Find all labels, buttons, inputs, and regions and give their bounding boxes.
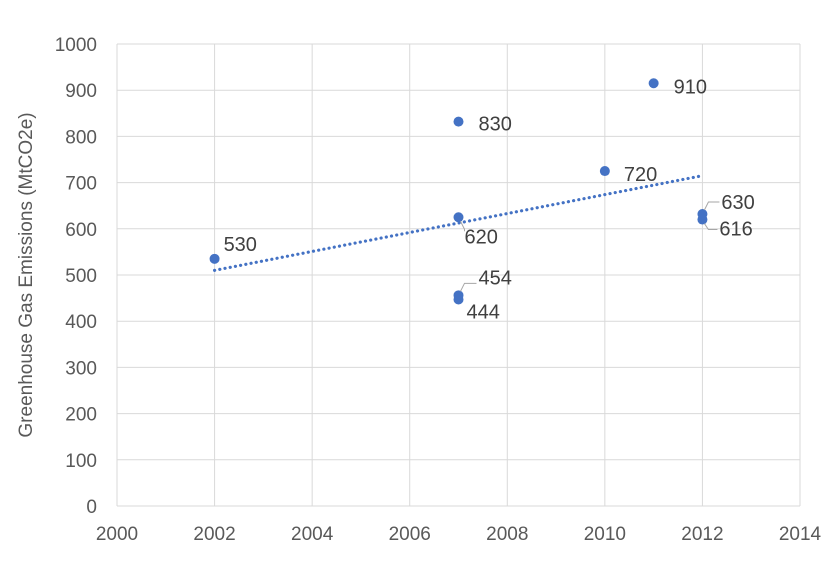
y-tick-label: 700 bbox=[65, 174, 97, 195]
y-tick-label: 300 bbox=[65, 358, 97, 379]
data-point bbox=[453, 212, 464, 223]
y-tick-label: 800 bbox=[65, 127, 97, 148]
y-tick-label: 100 bbox=[65, 451, 97, 472]
data-point bbox=[453, 116, 464, 127]
data-label: 454 bbox=[479, 267, 512, 289]
data-label: 630 bbox=[721, 192, 754, 214]
data-labels: 530 830 620 454 444 720 910 630 616 bbox=[224, 76, 755, 323]
label-leader-line bbox=[703, 201, 720, 211]
data-label: 616 bbox=[719, 219, 752, 241]
y-tick-label: 0 bbox=[86, 497, 97, 518]
x-tick-label: 2006 bbox=[389, 524, 431, 545]
data-points bbox=[209, 78, 708, 305]
x-tick-label: 2000 bbox=[96, 524, 138, 545]
trendline-layer bbox=[212, 174, 705, 272]
data-point bbox=[648, 78, 659, 89]
y-tick-label: 1000 bbox=[55, 35, 97, 56]
data-point bbox=[453, 294, 464, 305]
y-tick-label: 200 bbox=[65, 405, 97, 426]
axis-ticks: 0 100 200 300 400 500 600 700 800 900 1000 2000 2002… bbox=[55, 35, 822, 545]
x-tick-label: 2014 bbox=[779, 524, 822, 545]
gridlines bbox=[116, 43, 801, 507]
label-leader-line bbox=[460, 221, 465, 232]
label-leader-line bbox=[460, 282, 477, 292]
y-axis-title: Greenhouse Gas Emissions (MtCO2e) bbox=[16, 112, 37, 437]
data-label: 530 bbox=[224, 234, 257, 256]
label-leader-line bbox=[704, 223, 718, 231]
x-tick-label: 2010 bbox=[584, 524, 626, 545]
trendline bbox=[212, 174, 705, 272]
y-tick-label: 500 bbox=[65, 266, 97, 287]
y-tick-label: 400 bbox=[65, 312, 97, 333]
y-tick-label: 600 bbox=[65, 220, 97, 241]
x-tick-label: 2012 bbox=[681, 524, 723, 545]
data-label: 830 bbox=[479, 114, 512, 136]
y-tick-label: 900 bbox=[65, 81, 97, 102]
data-point bbox=[599, 166, 610, 177]
data-label: 910 bbox=[674, 76, 707, 98]
data-label: 620 bbox=[465, 226, 498, 248]
data-label: 720 bbox=[624, 164, 657, 186]
data-point bbox=[697, 214, 708, 225]
x-tick-label: 2008 bbox=[486, 524, 528, 545]
x-tick-label: 2004 bbox=[291, 524, 334, 545]
data-point bbox=[209, 253, 220, 264]
data-label: 444 bbox=[467, 301, 500, 323]
x-tick-label: 2002 bbox=[193, 524, 235, 545]
